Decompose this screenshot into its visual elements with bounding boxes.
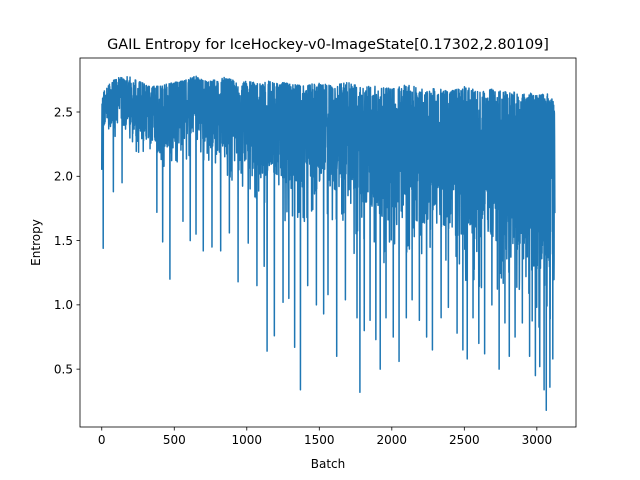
y-tick-label: 2.5 [54, 105, 73, 119]
series-line-entropy [101, 75, 556, 412]
x-tick-label: 2500 [449, 433, 480, 447]
y-tick-label: 1.5 [54, 234, 73, 248]
y-tick-label: 2.0 [54, 170, 73, 184]
x-axis-ticks: 0 500 1000 1500 2000 2500 3000 [98, 427, 552, 447]
x-tick-label: 500 [163, 433, 186, 447]
y-tick-label: 1.0 [54, 298, 73, 312]
y-axis-label: Entropy [29, 219, 43, 266]
x-tick-label: 1000 [232, 433, 263, 447]
x-tick-label: 2000 [377, 433, 408, 447]
chart-title: GAIL Entropy for IceHockey-v0-ImageState… [107, 37, 549, 53]
plot-frame [79, 57, 577, 428]
x-tick-label: 0 [98, 433, 106, 447]
y-axis-ticks: 0.5 1.0 1.5 2.0 2.5 [54, 105, 80, 376]
x-tick-label: 3000 [522, 433, 553, 447]
y-tick-label: 0.5 [54, 362, 73, 376]
x-axis-label: Batch [311, 457, 346, 471]
x-tick-label: 1500 [304, 433, 335, 447]
